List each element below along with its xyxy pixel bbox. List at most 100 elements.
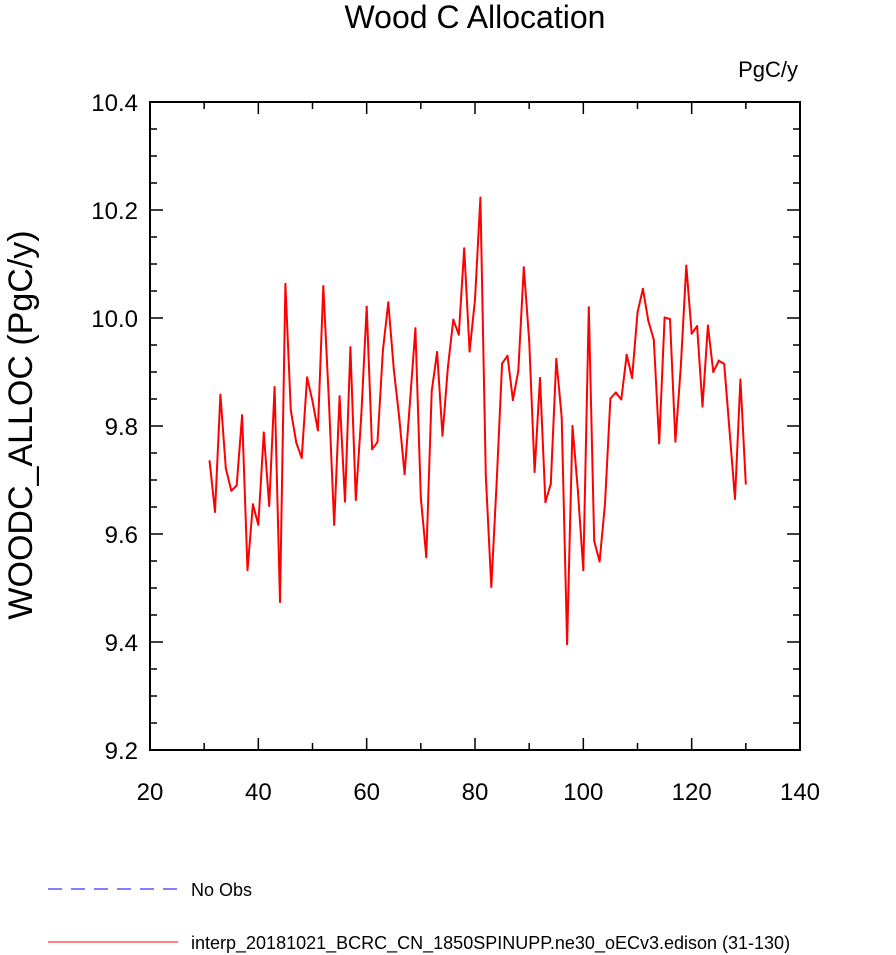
data-point [430, 390, 433, 393]
data-point [235, 484, 238, 487]
data-point [387, 301, 390, 304]
x-tick-label: 120 [672, 779, 712, 806]
data-point [322, 285, 325, 288]
data-point [533, 470, 536, 473]
x-tick-label: 140 [780, 779, 820, 806]
data-point [717, 359, 720, 362]
data-point [441, 434, 444, 437]
chart-title: Wood C Allocation [345, 0, 606, 35]
data-point [273, 386, 276, 389]
y-tick-label: 9.4 [105, 630, 138, 657]
data-point [403, 473, 406, 476]
data-point [479, 196, 482, 199]
data-point [251, 503, 254, 506]
data-point [517, 369, 520, 372]
data-point [620, 398, 623, 401]
data-point [392, 368, 395, 371]
series-points [208, 196, 747, 646]
data-point [739, 378, 742, 381]
data-point [712, 371, 715, 373]
data-point [398, 416, 401, 419]
data-point [614, 391, 617, 394]
legend-label-model-run: interp_20181021_BCRC_CN_1850SPINUPP.ne30… [191, 933, 790, 954]
data-point [549, 482, 552, 485]
data-point [446, 366, 449, 369]
y-tick-label: 10.2 [91, 198, 138, 225]
data-point [604, 502, 606, 505]
data-point [501, 362, 504, 365]
data-point [609, 397, 612, 400]
data-point [381, 349, 384, 352]
data-point [360, 414, 363, 417]
data-point [723, 362, 726, 365]
data-point [587, 306, 590, 309]
data-point [463, 247, 466, 250]
data-point [560, 416, 563, 419]
data-point [734, 497, 736, 500]
data-point [306, 376, 309, 379]
data-point [419, 496, 422, 499]
data-point [436, 351, 439, 354]
x-tick-label: 100 [563, 779, 603, 806]
data-point [744, 482, 747, 485]
data-point [539, 376, 541, 379]
data-point [409, 400, 411, 403]
data-point [641, 287, 644, 290]
data-point [371, 448, 374, 451]
data-point [669, 318, 671, 321]
data-point [295, 441, 298, 444]
data-point [593, 540, 596, 543]
data-point [696, 325, 699, 328]
data-point [208, 460, 211, 463]
data-point [230, 489, 233, 492]
data-point [414, 327, 417, 330]
data-point [268, 504, 271, 507]
data-point [625, 353, 628, 356]
data-point [728, 430, 731, 433]
data-point [214, 510, 216, 513]
data-point [701, 405, 704, 408]
data-point [522, 266, 525, 269]
data-point [555, 358, 558, 361]
data-point [257, 523, 260, 526]
legend: No Obs interp_20181021_BCRC_CN_1850SPINU… [48, 880, 790, 954]
data-point [631, 376, 634, 379]
data-point [582, 569, 585, 572]
x-tick-label: 80 [462, 779, 489, 806]
y-tick-label: 9.8 [105, 414, 138, 441]
data-point [354, 498, 357, 501]
data-point [468, 350, 471, 353]
x-tick-label: 60 [353, 779, 380, 806]
data-point [658, 442, 661, 445]
data-point [636, 311, 639, 314]
data-point [311, 400, 314, 403]
data-point [316, 429, 319, 432]
data-point [690, 332, 693, 335]
data-point [652, 338, 655, 341]
y-axis-label: WOODC_ALLOC (PgC/y) [2, 230, 40, 619]
data-point [679, 365, 682, 368]
data-point [647, 319, 650, 322]
x-tick-label: 20 [137, 779, 164, 806]
data-point [528, 339, 531, 342]
data-point [452, 318, 455, 321]
data-point [685, 264, 688, 267]
data-point [506, 354, 509, 357]
data-point [327, 397, 330, 400]
data-point [495, 480, 498, 483]
data-point [663, 316, 666, 319]
data-point [279, 601, 281, 604]
y-tick-label: 9.2 [105, 738, 138, 765]
data-point [376, 441, 379, 444]
data-point [576, 489, 579, 492]
units-label: PgC/y [738, 57, 798, 82]
data-point [349, 346, 352, 349]
data-point [219, 393, 222, 396]
data-point [365, 305, 368, 308]
data-point [284, 282, 287, 285]
series-line-model-run [208, 196, 747, 646]
data-point [544, 501, 547, 504]
axis-ticks: 20 40 60 80 100 120 140 9.2 9.4 9.6 9.8 10.0 10.2 10.… [91, 90, 820, 806]
data-point [484, 474, 487, 477]
